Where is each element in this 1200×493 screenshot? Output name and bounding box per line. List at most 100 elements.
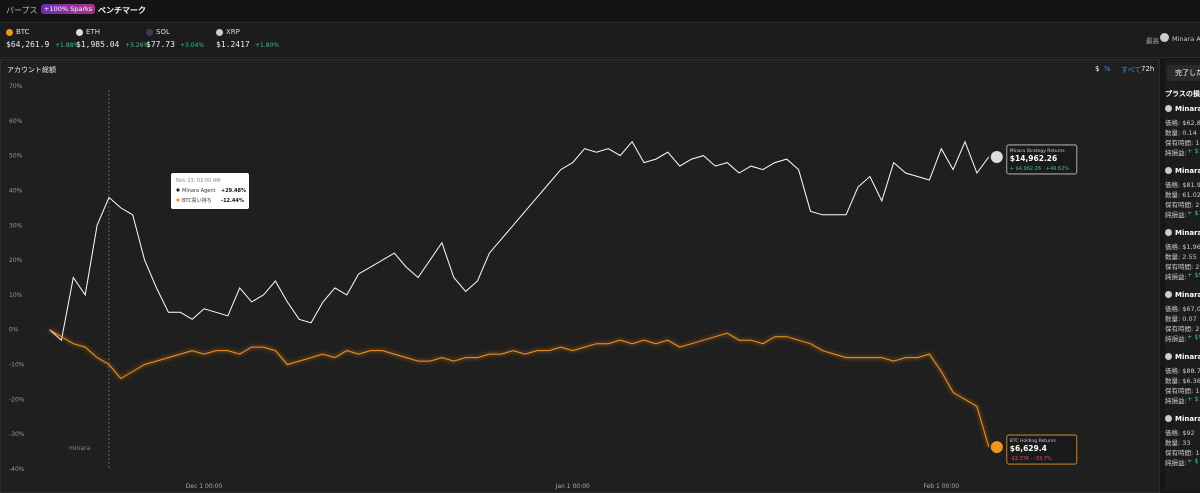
ticker-price: $1,985.04	[76, 40, 120, 49]
end-label-amount: $6,629.4	[1010, 444, 1047, 453]
position-price: 価格: $92	[1165, 429, 1195, 437]
toggle[interactable]: 72h	[1141, 65, 1155, 73]
ticker-price: $1.2417	[216, 40, 250, 49]
chart: 70% 60% 50% 40% 30% 20% 10% 0% -10% -20% -30% -40% D…	[9, 83, 1151, 490]
y-tick-label: 10%	[9, 292, 23, 299]
button[interactable]: 完了した	[1167, 65, 1200, 81]
end-label-title: BTC Holding Returns	[1010, 438, 1057, 444]
ticker-change: +3.04%	[180, 42, 205, 49]
ticker-change: +3.26%	[125, 42, 150, 49]
position-icon	[1165, 415, 1172, 422]
sidebar: 完了した プラスの損益 Minara 価格: $62,880 数量: 0.14 保有時…	[1165, 59, 1200, 491]
pnl-value: + $18	[1187, 147, 1200, 155]
y-tick-label: -40%	[9, 466, 25, 473]
y-tick-label: 70%	[9, 83, 23, 90]
ticker-price: $77.73	[146, 40, 175, 49]
end-icon	[990, 150, 1003, 163]
ticker-icon	[216, 29, 223, 36]
y-tick-label: -10%	[9, 362, 25, 369]
pnl-value: + $10	[1187, 395, 1200, 403]
ticker-symbol[interactable]: XRP	[226, 28, 240, 36]
y-tick-label: 20%	[9, 257, 23, 264]
end-icon	[990, 441, 1003, 454]
x-tick-label: Feb 1 00:00	[923, 483, 959, 490]
position-qty: 数量: 0.07	[1165, 315, 1197, 323]
position-qty: 数量: 2.55	[1165, 253, 1197, 261]
pnl-label: 純損益:	[1165, 335, 1187, 343]
position-price: 価格: $81.94	[1165, 181, 1200, 189]
top-nav: パープス +100% Sparks ベンチマーク	[0, 0, 1200, 23]
pnl-value: + $9	[1187, 271, 1200, 279]
position-name[interactable]: Minara	[1175, 167, 1200, 175]
tooltip-box	[171, 173, 249, 209]
position-hold: 保有時間: 2h	[1165, 201, 1200, 209]
ticker-icon	[146, 29, 153, 36]
tooltip-dot	[176, 198, 180, 202]
ticker-symbol[interactable]: SOL	[156, 28, 170, 36]
position-qty: 数量: 0.14	[1165, 129, 1197, 137]
position-icon	[1165, 353, 1172, 360]
tooltip-value: -12.44%	[221, 198, 244, 204]
tooltip-name: BTC買い持ち	[182, 197, 212, 204]
position-name[interactable]: Minara	[1175, 105, 1200, 113]
position-name[interactable]: Minara	[1175, 291, 1200, 299]
position-hold: 保有時間: 15m	[1165, 139, 1200, 147]
y-tick-label: 50%	[9, 153, 23, 160]
series-line	[49, 140, 990, 342]
position-hold: 保有時間: 1h	[1165, 449, 1200, 457]
pnl-label: 純損益:	[1165, 459, 1187, 467]
position-name[interactable]: Minara	[1175, 415, 1200, 423]
y-tick-label: -30%	[9, 431, 25, 438]
ticker-icon	[6, 29, 13, 36]
tab[interactable]: パープス	[6, 6, 38, 15]
tab[interactable]: ベンチマーク	[98, 6, 146, 15]
ticker-change: +1.80%	[255, 42, 280, 49]
position-qty: 数量: 61.02	[1165, 191, 1200, 199]
ticker-bar: 最高 Minara AI BTC $64,261.9 +1.88% ETH $1,985…	[0, 23, 1200, 58]
position-hold: 保有時間: 2h	[1165, 263, 1200, 271]
pnl-value: + $9	[1187, 333, 1200, 341]
pnl-value: + $10	[1187, 209, 1200, 217]
position-price: 価格: $88.71	[1165, 367, 1200, 375]
pnl-value: + $	[1187, 457, 1199, 465]
end-label-change: -$3.37K · -33.7%	[1010, 456, 1052, 462]
badge: +100% Sparks	[41, 4, 96, 14]
toggle[interactable]: %	[1104, 65, 1111, 73]
watermark: minara	[69, 445, 90, 452]
position-icon	[1165, 105, 1172, 112]
position-hold: 保有時間: 15m	[1165, 387, 1200, 395]
y-tick-label: -20%	[9, 396, 25, 403]
end-label-change: + $4,962.26 · +49.62%	[1010, 166, 1069, 172]
position-icon	[1165, 229, 1172, 236]
ticker-symbol[interactable]: BTC	[16, 28, 30, 36]
end-label-amount: $14,962.26	[1010, 154, 1057, 163]
position-icon	[1165, 291, 1172, 298]
y-tick-label: 60%	[9, 118, 23, 125]
pnl-label: 純損益:	[1165, 149, 1187, 157]
sidebar-title: プラスの損益	[1165, 90, 1200, 98]
ticker-price: $64,261.9	[6, 40, 50, 49]
end-label-title: Minara Strategy Returns	[1010, 148, 1065, 154]
tooltip: Nov 23, 02:00 AM Minara Agent +29.48% BTC買い…	[171, 173, 249, 209]
user-name[interactable]: Minara AI	[1172, 35, 1200, 43]
y-tick-label: 0%	[9, 327, 19, 334]
position-qty: 数量: $6.36	[1165, 377, 1200, 385]
position-icon	[1165, 167, 1172, 174]
position-price: 価格: $1,960.6	[1165, 243, 1200, 251]
y-tick-label: 40%	[9, 187, 23, 194]
position-name[interactable]: Minara	[1175, 353, 1200, 361]
toggle[interactable]: $	[1095, 65, 1100, 73]
position-qty: 数量: 33	[1165, 439, 1191, 447]
tooltip-name: Minara Agent	[182, 188, 215, 194]
panel-title: アカウント総額	[7, 66, 56, 74]
sort-label[interactable]: 最高	[1146, 37, 1159, 45]
tooltip-dot	[176, 188, 180, 192]
position-name[interactable]: Minara	[1175, 229, 1200, 237]
x-tick-label: Dec 1 00:00	[186, 483, 223, 490]
position-hold: 保有時間: 2h	[1165, 325, 1200, 333]
pnl-label: 純損益:	[1165, 273, 1187, 281]
series-line	[49, 329, 990, 448]
ticker-symbol[interactable]: ETH	[86, 28, 100, 36]
end-label-box	[1006, 144, 1078, 175]
toggle[interactable]: すべて	[1121, 66, 1142, 74]
